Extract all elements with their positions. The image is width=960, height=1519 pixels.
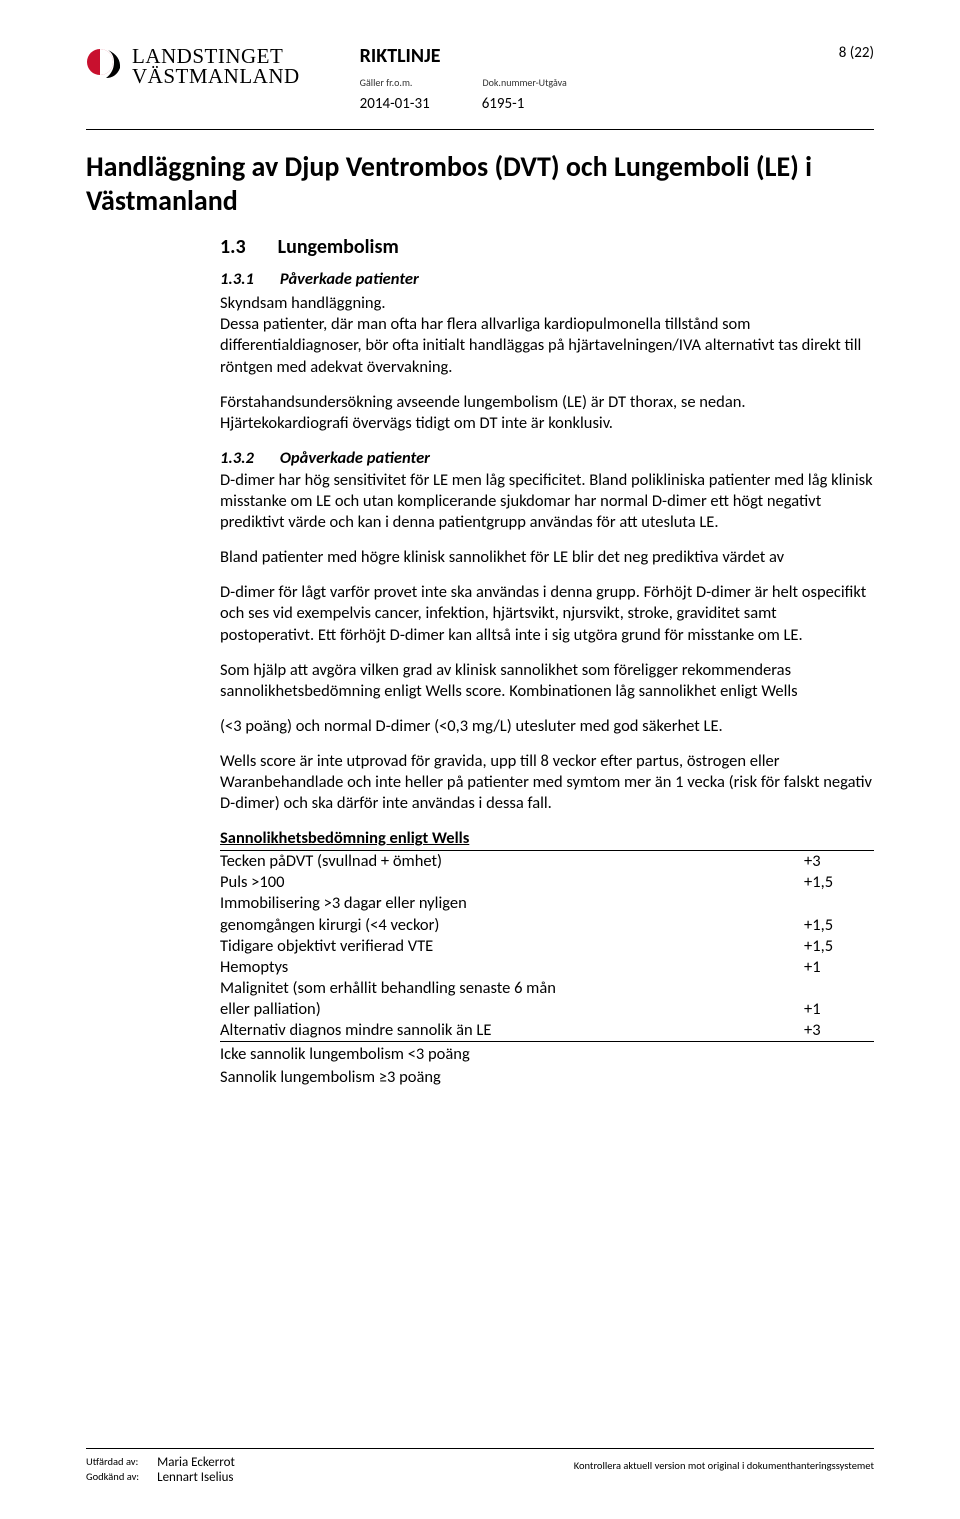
subsection-number: 1.3.1: [220, 269, 254, 289]
paragraph: D-dimer för lågt varför provet inte ska …: [220, 582, 874, 645]
table-row: Alternativ diagnos mindre sannolik än LE…: [220, 1020, 874, 1042]
paragraph: D-dimer har hög sensitivitet för LE men …: [220, 470, 874, 533]
wells-threshold-low: Icke sannolik lungembolism <3 poäng: [220, 1044, 874, 1065]
footer-row: Utfärdad av: Maria Eckerrot Godkänd av: …: [86, 1455, 874, 1485]
issued-by: Maria Eckerrot: [157, 1455, 235, 1470]
wells-label: Tidigare objektivt verifierad VTE: [220, 936, 804, 957]
page-header: Landstinget Västmanland RIKTLINJE Gäller…: [86, 44, 874, 113]
document-title: Handläggning av Djup Ventrombos (DVT) oc…: [86, 150, 874, 217]
header-labels: Gäller fr.o.m. Dok.nummer-Utgåva: [360, 76, 814, 89]
doc-type: RIKTLINJE: [360, 44, 814, 68]
header-meta: RIKTLINJE Gäller fr.o.m. Dok.nummer-Utgå…: [360, 44, 814, 113]
header-values: 2014-01-31 6195-1: [360, 95, 814, 113]
table-row: Puls >100 +1,5: [220, 872, 874, 893]
table-row: Tidigare objektivt verifierad VTE +1,5: [220, 936, 874, 957]
header-rule: [86, 129, 874, 130]
wells-value: +3: [804, 851, 874, 873]
table-row: eller palliation) +1: [220, 999, 874, 1020]
paragraph: Wells score är inte utprovad för gravida…: [220, 751, 874, 814]
wells-label: Puls >100: [220, 872, 804, 893]
paragraph: Som hjälp att avgöra vilken grad av klin…: [220, 660, 874, 702]
wells-label: Hemoptys: [220, 957, 804, 978]
paragraph: Skyndsam handläggning.: [220, 293, 874, 314]
wells-table-title: Sannolikhetsbedömning enligt Wells: [220, 828, 874, 848]
paragraph: Förstahandsundersökning avseende lungemb…: [220, 392, 874, 434]
wells-label: eller palliation): [220, 999, 804, 1020]
valid-from-value: 2014-01-31: [360, 95, 430, 113]
wells-label: Immobilisering >3 dagar eller nyligen: [220, 893, 804, 914]
wells-value: +1,5: [804, 872, 874, 893]
wells-label: Tecken påDVT (svullnad + ömhet): [220, 851, 804, 873]
page-footer: Utfärdad av: Maria Eckerrot Godkänd av: …: [86, 1448, 874, 1485]
table-row: genomgången kirurgi (<4 veckor) +1,5: [220, 915, 874, 936]
issued-label: Utfärdad av:: [86, 1455, 139, 1470]
paragraph: Dessa patienter, där man ofta har flera …: [220, 314, 874, 377]
wells-value: +1: [804, 957, 874, 978]
wells-value: +3: [804, 1020, 874, 1042]
wells-value: +1,5: [804, 915, 874, 936]
paragraph: (<3 poäng) och normal D-dimer (<0,3 mg/L…: [220, 716, 874, 737]
section-1-3: 1.3 Lungembolism: [220, 235, 874, 259]
wells-label: Malignitet (som erhållit behandling sena…: [220, 978, 804, 999]
org-logo-icon: [86, 44, 126, 89]
content-body: 1.3 Lungembolism 1.3.1 Påverkade patient…: [86, 235, 874, 1088]
approved-label: Godkänd av:: [86, 1470, 139, 1485]
subsection-title: Påverkade patienter: [280, 269, 419, 289]
wells-threshold-high: Sannolik lungembolism ≥3 poäng: [220, 1067, 874, 1088]
docnum-label: Dok.nummer-Utgåva: [482, 76, 566, 89]
footer-authors: Utfärdad av: Maria Eckerrot Godkänd av: …: [86, 1455, 235, 1485]
footer-rule: [86, 1448, 874, 1449]
section-title: Lungembolism: [278, 235, 399, 259]
table-row: Malignitet (som erhållit behandling sena…: [220, 978, 874, 999]
wells-label: Alternativ diagnos mindre sannolik än LE: [220, 1020, 804, 1042]
wells-value: +1,5: [804, 936, 874, 957]
wells-label: genomgången kirurgi (<4 veckor): [220, 915, 804, 936]
section-number: 1.3: [220, 235, 246, 259]
section-1-3-2: 1.3.2 Opåverkade patienter: [220, 448, 874, 468]
subsection-number: 1.3.2: [220, 448, 254, 468]
wells-value: [804, 893, 874, 914]
footer-note: Kontrollera aktuell version mot original…: [574, 1455, 874, 1472]
valid-from-label: Gäller fr.o.m.: [360, 76, 413, 89]
table-row: Immobilisering >3 dagar eller nyligen: [220, 893, 874, 914]
approved-by: Lennart Iselius: [157, 1470, 235, 1485]
org-logo-block: Landstinget Västmanland: [86, 44, 300, 89]
section-1-3-1: 1.3.1 Påverkade patienter: [220, 269, 874, 289]
wells-value: +1: [804, 999, 874, 1020]
page-number: 8 (22): [814, 44, 874, 62]
table-row: Tecken påDVT (svullnad + ömhet) +3: [220, 851, 874, 873]
org-name-line2: Västmanland: [132, 67, 300, 87]
table-row: Hemoptys +1: [220, 957, 874, 978]
org-name: Landstinget Västmanland: [132, 47, 300, 87]
subsection-title: Opåverkade patienter: [280, 448, 430, 468]
docnum-value: 6195-1: [482, 95, 525, 113]
page: Landstinget Västmanland RIKTLINJE Gäller…: [0, 0, 960, 1519]
wells-table: Tecken påDVT (svullnad + ömhet) +3 Puls …: [220, 850, 874, 1042]
paragraph: Bland patienter med högre klinisk sannol…: [220, 547, 874, 568]
wells-value: [804, 978, 874, 999]
